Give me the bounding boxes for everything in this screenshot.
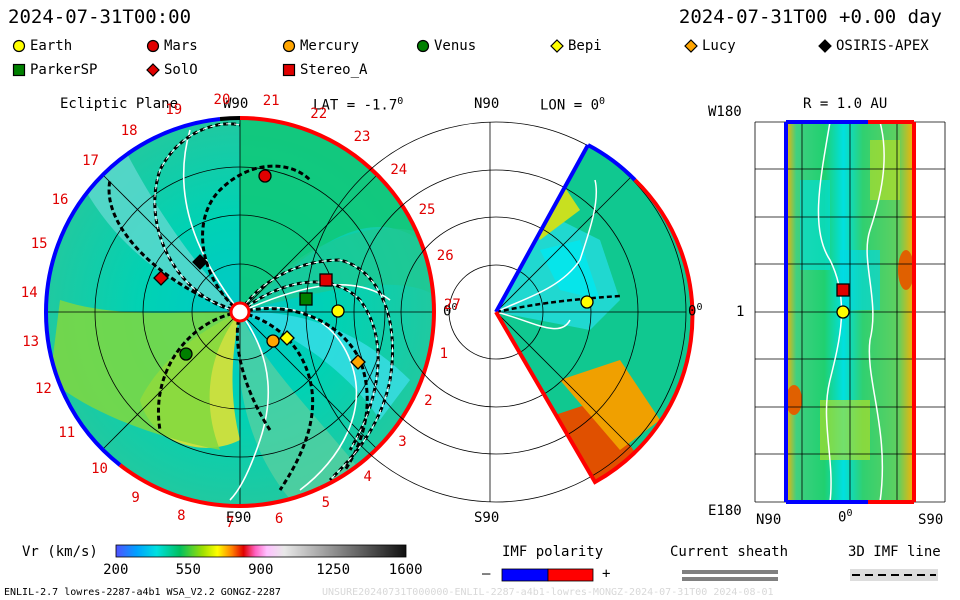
- map-middle-left-label: 1: [736, 304, 745, 320]
- meridional-top-label: N90: [474, 96, 500, 112]
- meridional-lon-label: LON = 00: [540, 96, 606, 114]
- legend-label: Bepi: [568, 38, 602, 54]
- marker-venus: [179, 347, 193, 361]
- carrington-number: 15: [30, 236, 48, 253]
- ecliptic-panel: [43, 115, 437, 509]
- marker-stereo-a: [836, 283, 850, 297]
- legend-item-bepi: Bepi: [550, 38, 602, 54]
- legend-label: ParkerSP: [30, 62, 98, 78]
- marker-mercury: [266, 334, 280, 348]
- vr-colorbar: [115, 544, 407, 558]
- ecliptic-lat-label: LAT = -1.70: [313, 96, 404, 114]
- carrington-number: 22: [310, 105, 328, 122]
- legend-label: Earth: [30, 38, 73, 54]
- date-right: 2024-07-31T00 +0.00 day: [678, 6, 942, 28]
- imf-plus-label: +: [602, 566, 611, 582]
- legend-item-venus: Venus: [416, 38, 476, 54]
- legend-item-lucy: Lucy: [684, 38, 736, 54]
- map-panel: [754, 120, 946, 504]
- marker-parkersp: [299, 292, 313, 306]
- carrington-number: 19: [165, 101, 183, 118]
- carrington-number: 11: [58, 424, 76, 441]
- carrington-number: 3: [398, 434, 407, 451]
- imf-line-label: 3D IMF line: [848, 544, 941, 560]
- imf-line-swatch: [850, 569, 938, 581]
- carrington-number: 17: [82, 153, 99, 170]
- legend-item-osiris-apex: OSIRIS-APEX: [818, 38, 929, 54]
- marker-solo: [153, 270, 169, 286]
- marker-stereo-a: [319, 273, 333, 287]
- carrington-number: 1: [439, 345, 449, 362]
- legend-item-stereo-a: Stereo_A: [282, 62, 367, 78]
- carrington-number: 27: [443, 296, 461, 313]
- date-left: 2024-07-31T00:00: [8, 6, 192, 28]
- marker-bepi: [279, 330, 295, 346]
- colorbar-label: Vr (km/s): [22, 544, 98, 560]
- map-x-mid-label: 00: [838, 508, 853, 526]
- ecliptic-right-label: 00: [443, 302, 458, 320]
- legend-label: Lucy: [702, 38, 736, 54]
- carrington-number: 12: [34, 381, 52, 398]
- map-x-left-label: N90: [756, 512, 782, 528]
- legend-label: SolO: [164, 62, 198, 78]
- carrington-number: 20: [213, 91, 231, 108]
- legend-label: Mercury: [300, 38, 360, 54]
- imf-polarity-bar: [501, 568, 594, 582]
- imf-minus-label: –: [482, 566, 491, 582]
- carrington-number: 7: [225, 514, 235, 531]
- carrington-number: 25: [418, 202, 436, 219]
- colorbar-tick: 900: [248, 562, 274, 578]
- carrington-number: 10: [91, 461, 108, 478]
- marker-mars: [258, 169, 272, 183]
- ecliptic-bottom-label: E90: [226, 510, 252, 526]
- meridional-right-label: 00: [688, 302, 703, 320]
- legend-item-parkersp: ParkerSP: [12, 62, 97, 78]
- carrington-number: 16: [51, 191, 69, 208]
- carrington-number: 26: [436, 248, 454, 265]
- marker-lucy: [350, 354, 366, 370]
- legend-item-mars: Mars: [146, 38, 198, 54]
- legend-item-solo: SolO: [146, 62, 198, 78]
- carrington-number: 13: [22, 333, 40, 350]
- carrington-number: 14: [20, 284, 38, 301]
- map-x-right-label: S90: [918, 512, 944, 528]
- colorbar-tick: 200: [103, 562, 129, 578]
- ecliptic-title: Ecliptic Plane: [60, 96, 179, 112]
- marker-earth: [836, 305, 850, 319]
- map-top-left-label: W180: [708, 104, 742, 120]
- carrington-number: 9: [131, 489, 140, 506]
- legend-label: Mars: [164, 38, 198, 54]
- legend-label: OSIRIS-APEX: [836, 38, 929, 54]
- imf-polarity-label: IMF polarity: [502, 544, 604, 560]
- carrington-number: 8: [177, 507, 186, 524]
- carrington-number: 5: [321, 495, 331, 512]
- footer-right: UNSURE20240731T000000-ENLIL-2287-a4b1-lo…: [322, 587, 774, 598]
- map-bottom-left-label: E180: [708, 503, 742, 519]
- legend-item-mercury: Mercury: [282, 38, 359, 54]
- carrington-number: 23: [353, 129, 371, 146]
- footer-left: ENLIL-2.7 lowres-2287-a4b1 WSA_V2.2 GONG…: [4, 587, 281, 598]
- marker-earth: [331, 304, 345, 318]
- current-sheath-label: Current sheath: [670, 544, 789, 560]
- carrington-number: 2: [424, 392, 433, 409]
- meridional-bottom-label: S90: [474, 510, 500, 526]
- colorbar-tick: 550: [175, 562, 201, 578]
- marker-earth: [580, 295, 594, 309]
- carrington-number: 4: [363, 469, 372, 486]
- colorbar-tick: 1250: [316, 562, 351, 578]
- current-sheath-swatch: [682, 570, 778, 581]
- carrington-number: 24: [390, 162, 408, 179]
- legend-item-earth: Earth: [12, 38, 72, 54]
- marker-osiris-apex: [192, 254, 208, 270]
- carrington-number: 6: [274, 510, 284, 527]
- legend-label: Stereo_A: [300, 62, 368, 78]
- map-title: R = 1.0 AU: [803, 96, 888, 112]
- colorbar-tick: 1600: [388, 562, 423, 578]
- legend-label: Venus: [434, 38, 477, 54]
- ecliptic-top-label: W90: [223, 96, 249, 112]
- carrington-number: 21: [262, 93, 280, 110]
- carrington-number: 18: [120, 122, 138, 139]
